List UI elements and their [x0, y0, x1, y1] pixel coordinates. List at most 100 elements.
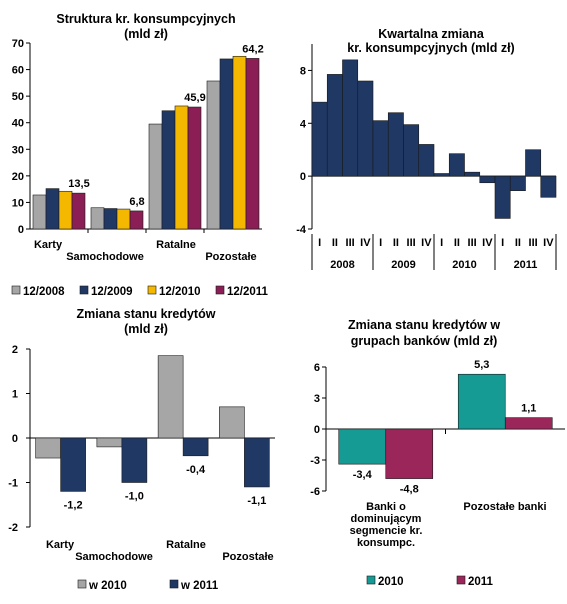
chart1-legend-swatch — [215, 285, 225, 295]
chart2-quarter-label: III — [346, 237, 355, 249]
chart1-y-tick: 0 — [18, 224, 24, 236]
chart2-bar — [509, 175, 526, 191]
chart2-bar — [448, 153, 465, 177]
chart3-bar-w 2010 — [35, 437, 61, 459]
chart2-quarter-label: I — [379, 237, 382, 249]
chart4-category-label: Pozostałe banki — [463, 501, 546, 513]
chart1-bar-12/2009 — [219, 58, 234, 230]
chart2-subtitle: kr. konsumpcyjnych (mld zł) — [347, 41, 514, 55]
chart2-quarter-label: III — [468, 237, 477, 249]
chart3-bar-w 2011 — [244, 437, 270, 488]
chart2-bar — [326, 74, 343, 177]
chart1-y-tick: 30 — [12, 144, 24, 156]
chart2-year-label: 2008 — [330, 259, 354, 271]
chart3-bar-w 2010 — [157, 355, 184, 439]
chart1-bar-12/2009 — [45, 188, 60, 230]
chart3-legend-swatch — [169, 579, 179, 589]
chart3-category-label: Ratalne — [166, 539, 206, 551]
chart2-quarter-label: I — [318, 237, 321, 249]
chart2-quarter-label: III — [407, 237, 416, 249]
chart1-subtitle: (mld zł) — [124, 27, 168, 41]
chart4-y-tick: -6 — [310, 486, 320, 498]
chart2-bar — [494, 175, 511, 219]
chart1-data-label: 6,8 — [129, 196, 144, 208]
chart2-y-tick: 0 — [300, 171, 306, 183]
chart1-category-label: Samochodowe — [66, 251, 144, 263]
chart4-data-label: -4,8 — [400, 484, 419, 496]
chart4-y-tick: -3 — [310, 455, 320, 467]
chart3-title: Zmiana stanu kredytów — [77, 307, 216, 321]
chart1-bar-12/2010 — [174, 105, 189, 230]
chart2-bar — [525, 149, 542, 177]
chart2-quarter-label: I — [501, 237, 504, 249]
chart1-legend-label: 12/2008 — [23, 286, 65, 298]
chart2-bar — [311, 101, 328, 177]
chart2-quarter-label: IV — [421, 237, 432, 249]
chart1-legend-swatch — [11, 285, 21, 295]
chart2-bar — [357, 80, 374, 177]
chart2-year-label: 2010 — [452, 259, 476, 271]
chart4-subtitle: grupach banków (mld zł) — [351, 334, 498, 348]
chart2-y-tick: -4 — [296, 224, 307, 236]
chart2-quarter-label: IV — [482, 237, 493, 249]
chart4-category-label: dominującym — [351, 513, 422, 525]
chart3-y-tick: 0 — [12, 433, 18, 445]
chart4-legend-swatch — [456, 575, 466, 585]
chart3-y-tick: 2 — [12, 344, 18, 356]
chart1-bar-12/2008 — [148, 123, 163, 230]
chart4-data-label: -3,4 — [353, 469, 373, 481]
chart1-y-tick: 40 — [12, 118, 24, 130]
chart1-legend-label: 12/2010 — [159, 286, 201, 298]
chart1-data-label: 13,5 — [68, 178, 89, 190]
chart1-legend-swatch — [79, 285, 89, 295]
chart1-bar-12/2010 — [232, 55, 247, 230]
chart1-y-tick: 10 — [12, 197, 24, 209]
chart1-y-tick: 20 — [12, 171, 24, 183]
chart2-bar — [372, 120, 389, 177]
chart2-bar — [540, 175, 557, 198]
chart3-data-label: -1,2 — [64, 499, 83, 511]
chart3-subtitle: (mld zł) — [124, 322, 168, 336]
chart1-legend-label: 12/2011 — [227, 286, 269, 298]
chart2-y-tick: 8 — [300, 65, 306, 77]
chart1-bar-12/2010 — [116, 208, 131, 230]
chart4-y-tick: 3 — [314, 393, 320, 405]
chart3-legend-swatch — [77, 579, 87, 589]
chart2-bar — [403, 124, 420, 177]
chart2-quarter-label: II — [515, 237, 521, 249]
chart1-y-tick: 60 — [12, 65, 24, 77]
chart2-quarter-label: II — [332, 237, 338, 249]
chart3-legend-label: w 2011 — [180, 580, 219, 592]
chart3-bar-w 2011 — [182, 437, 209, 457]
chart3-bar-w 2010 — [219, 406, 245, 439]
chart2-bar — [464, 171, 481, 177]
chart4-legend-label: 2011 — [468, 576, 494, 588]
chart2-bar — [342, 59, 359, 177]
chart1-bar-12/2009 — [161, 110, 176, 230]
chart4-data-label: 5,3 — [474, 359, 489, 371]
chart3-category-label: Pozostałe — [222, 551, 273, 563]
chart2-quarter-label: II — [393, 237, 399, 249]
chart3-y-tick: -1 — [8, 478, 18, 490]
chart1-legend-label: 12/2009 — [91, 286, 133, 298]
chart3-y-tick: -2 — [8, 522, 18, 534]
chart4-bar-2010 — [338, 428, 387, 465]
chart1-category-label: Ratalne — [156, 239, 196, 251]
chart4-legend-swatch — [366, 575, 376, 585]
chart1-legend-swatch — [147, 285, 157, 295]
chart3-bar-w 2011 — [121, 437, 148, 483]
chart1-bar-12/2011 — [187, 106, 202, 230]
chart4-category-label: konsumpc. — [357, 537, 415, 549]
chart3-data-label: -1,1 — [247, 495, 266, 507]
chart4-category-label: segmencie kr. — [350, 525, 423, 537]
chart1-bar-12/2008 — [206, 80, 221, 230]
chart3-bar-w 2011 — [60, 437, 86, 492]
chart2-bar — [387, 112, 404, 177]
chart4-legend-label: 2010 — [378, 576, 404, 588]
chart3-data-label: -0,4 — [186, 464, 206, 476]
chart2-quarter-label: IV — [543, 237, 554, 249]
chart1-bar-12/2008 — [90, 207, 105, 230]
chart1-bar-12/2011 — [129, 210, 144, 230]
chart1-bar-12/2008 — [32, 194, 47, 230]
